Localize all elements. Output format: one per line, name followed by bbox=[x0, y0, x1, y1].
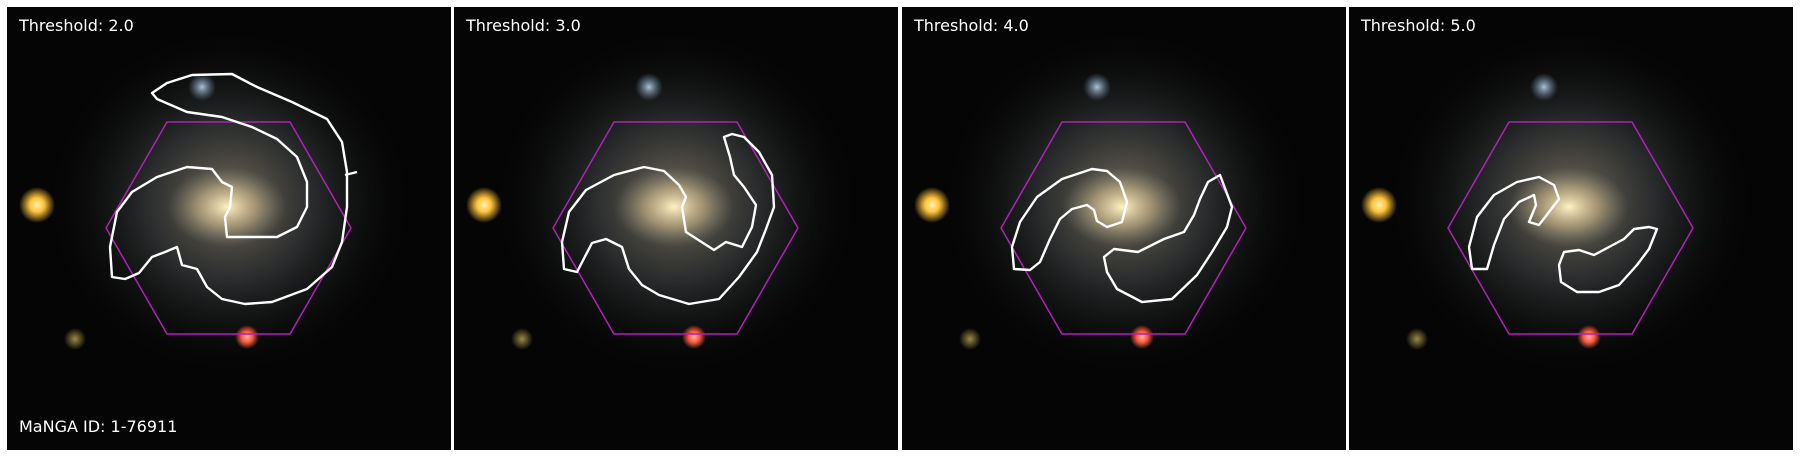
ifu-hexagon bbox=[1000, 121, 1247, 335]
image-panel-threshold-5: Threshold: 5.0 bbox=[1349, 7, 1793, 450]
manga-id-label: MaNGA ID: 1-76911 bbox=[19, 417, 178, 436]
yellow-star bbox=[19, 187, 55, 223]
contour-spur bbox=[344, 170, 358, 177]
galaxy-core bbox=[1062, 167, 1182, 247]
faint-source bbox=[64, 328, 86, 350]
galaxy-image bbox=[7, 7, 451, 450]
yellow-star bbox=[1361, 187, 1397, 223]
yellow-star bbox=[466, 187, 502, 223]
red-star bbox=[1577, 325, 1601, 349]
contour-line bbox=[108, 72, 349, 306]
galaxy-image bbox=[902, 7, 1346, 450]
threshold-label: Threshold: 4.0 bbox=[914, 16, 1029, 35]
red-star bbox=[1130, 325, 1154, 349]
threshold-label: Threshold: 2.0 bbox=[19, 16, 134, 35]
faint-source bbox=[1406, 328, 1428, 350]
blue-knot bbox=[1083, 73, 1111, 101]
red-star bbox=[235, 325, 259, 349]
image-panel-threshold-2: Threshold: 2.0 MaNGA ID: 1-76911 bbox=[7, 7, 451, 450]
threshold-label: Threshold: 3.0 bbox=[466, 16, 581, 35]
contour-line-right-arm bbox=[1557, 225, 1659, 294]
galaxy-core bbox=[167, 167, 287, 247]
image-panel-threshold-3: Threshold: 3.0 bbox=[454, 7, 898, 450]
contour-line-right-arm bbox=[1102, 173, 1234, 304]
red-star bbox=[682, 325, 706, 349]
galaxy-core bbox=[1509, 167, 1629, 247]
galaxy-image bbox=[454, 7, 898, 450]
ifu-hexagon bbox=[105, 121, 352, 335]
blue-knot bbox=[1530, 73, 1558, 101]
faint-source bbox=[959, 328, 981, 350]
galaxy-image bbox=[1349, 7, 1793, 450]
yellow-star bbox=[914, 187, 950, 223]
faint-source bbox=[511, 328, 533, 350]
blue-knot bbox=[635, 73, 663, 101]
ifu-hexagon bbox=[552, 121, 799, 335]
threshold-label: Threshold: 5.0 bbox=[1361, 16, 1476, 35]
contour-line-left-arm bbox=[1467, 175, 1561, 271]
blue-knot bbox=[188, 73, 216, 101]
image-panel-threshold-4: Threshold: 4.0 bbox=[902, 7, 1346, 450]
galaxy-core bbox=[614, 167, 734, 247]
contour-line-left-arm bbox=[1010, 167, 1129, 272]
contour-line bbox=[560, 132, 776, 306]
ifu-hexagon bbox=[1447, 121, 1694, 335]
